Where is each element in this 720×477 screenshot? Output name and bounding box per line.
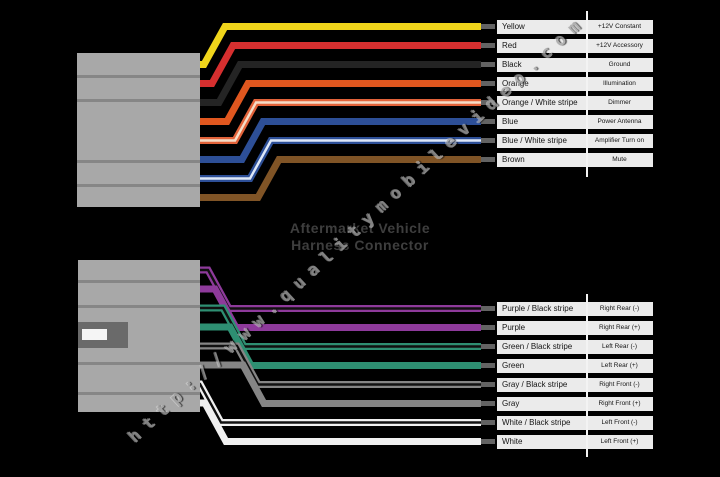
- wire-brown: [197, 156, 481, 201]
- wire-tip-brown: [481, 157, 495, 162]
- connector-slot-line: [77, 99, 200, 102]
- wire-label-row-orange-white-stripe: Orange / White stripe Dimmer: [497, 96, 653, 110]
- wire-tip-blue: [481, 119, 495, 124]
- wire-red: [197, 42, 481, 87]
- wire-tip-red: [481, 43, 495, 48]
- wire-tip-white: [481, 439, 495, 444]
- wire-label-row-gray: Gray Right Front (+): [497, 397, 653, 411]
- wire-function-label: Power Antenna: [597, 118, 642, 125]
- wire-tip-orange-white-stripe: [481, 100, 495, 105]
- wire-tip-green-black-stripe: [481, 344, 495, 349]
- connector-slot-line: [77, 160, 200, 163]
- connector-slot-line: [78, 280, 200, 283]
- wire-function-label: Right Rear (-): [599, 305, 640, 312]
- wire-color-label: Brown: [502, 155, 525, 164]
- wire-label-row-purple: Purple Right Rear (+): [497, 321, 653, 335]
- title-line-1: Aftermarket Vehicle: [289, 220, 431, 236]
- wire-color-label: Blue: [502, 117, 519, 126]
- wire-black: [197, 61, 481, 106]
- wire-label-row-purple-black-stripe: Purple / Black stripe Right Rear (-): [497, 302, 653, 316]
- wire-function-label: Left Front (+): [600, 438, 639, 445]
- wire-color-label: Purple: [502, 323, 526, 332]
- wire-blue: [197, 118, 481, 163]
- wire-function-label: Left Rear (+): [601, 362, 638, 369]
- connector-slot-line: [77, 75, 200, 78]
- wire-tip-orange: [481, 81, 495, 86]
- wire-function-label: Amplifier Turn on: [594, 137, 645, 144]
- wire-tip-yellow: [481, 24, 495, 29]
- connector-slot-line: [78, 305, 200, 308]
- wire-white: [197, 399, 481, 445]
- wire-tip-blue-white-stripe: [481, 138, 495, 143]
- wire-yellow: [197, 23, 481, 68]
- bottom-connector-block: [78, 260, 200, 412]
- wire-label-row-yellow: Yellow +12V Constant: [497, 20, 653, 34]
- wire-color-label: Purple / Black stripe: [502, 304, 574, 313]
- wire-stripe-orange-white-stripe: [197, 101, 481, 142]
- wire-color-label: Orange / White stripe: [502, 98, 578, 107]
- wire-function-label: Right Front (-): [599, 381, 640, 388]
- wire-label-row-black: Black Ground: [497, 58, 653, 72]
- wire-stripe-gray-black-stripe: [197, 344, 481, 386]
- wire-function-label: Left Front (-): [601, 419, 638, 426]
- wire-function-label: Ground: [608, 61, 631, 68]
- wire-color-label: White: [502, 437, 523, 446]
- wire-tip-purple-black-stripe: [481, 306, 495, 311]
- connector-latch: [78, 322, 128, 348]
- wire-color-label: Gray / Black stripe: [502, 380, 568, 389]
- wire-function-label: +12V Accessory: [596, 42, 643, 49]
- wire-function-label: Right Rear (+): [599, 324, 640, 331]
- wire-label-row-orange: Orange Illumination: [497, 77, 653, 91]
- wire-function-label: Mute: [612, 156, 627, 163]
- wire-label-row-blue: Blue Power Antenna: [497, 115, 653, 129]
- wire-color-label: Gray: [502, 399, 520, 408]
- wire-stripe-purple-black-stripe: [197, 268, 481, 310]
- wire-function-label: Left Rear (-): [601, 343, 638, 350]
- wire-label-row-white: White Left Front (+): [497, 435, 653, 449]
- wire-tip-gray: [481, 401, 495, 406]
- wire-color-label: Black: [502, 60, 522, 69]
- wire-label-row-green-black-stripe: Green / Black stripe Left Rear (-): [497, 340, 653, 354]
- wire-tip-white-black-stripe: [481, 420, 495, 425]
- wire-tip-green: [481, 363, 495, 368]
- wire-label-row-gray-black-stripe: Gray / Black stripe Right Front (-): [497, 378, 653, 392]
- wire-color-label: Red: [502, 41, 517, 50]
- wire-function-label: +12V Constant: [597, 23, 642, 30]
- wire-tip-black: [481, 62, 495, 67]
- title-line-2: Harness Connector: [291, 237, 429, 253]
- wire-label-row-green: Green Left Rear (+): [497, 359, 653, 373]
- wire-orange: [197, 80, 481, 125]
- connector-slot-line: [77, 184, 200, 187]
- wire-color-label: Green: [502, 361, 525, 370]
- wire-tip-purple: [481, 325, 495, 330]
- wire-function-label: Dimmer: [608, 99, 631, 106]
- wire-label-row-red: Red +12V Accessory: [497, 39, 653, 53]
- wire-color-label: Blue / White stripe: [502, 136, 567, 145]
- wire-color-label: Green / Black stripe: [502, 342, 573, 351]
- connector-slot-line: [78, 362, 200, 365]
- labels-divider-line-bottom: [585, 294, 588, 457]
- connector-latch-clip: [82, 329, 107, 340]
- diagram-title: Aftermarket Vehicle Harness Connector: [0, 220, 720, 254]
- wire-gray: [197, 361, 481, 407]
- wire-purple-black-stripe: [197, 266, 481, 312]
- wire-color-label: Orange: [502, 79, 529, 88]
- top-connector-block: [77, 53, 200, 207]
- labels-divider-line-top: [585, 11, 588, 177]
- wire-color-label: White / Black stripe: [502, 418, 571, 427]
- wire-label-row-brown: Brown Mute: [497, 153, 653, 167]
- connector-slot-line: [78, 392, 200, 395]
- wire-tip-gray-black-stripe: [481, 382, 495, 387]
- wire-color-label: Yellow: [502, 22, 525, 31]
- wire-stripe-blue-white-stripe: [197, 139, 481, 180]
- wire-label-row-white-black-stripe: White / Black stripe Left Front (-): [497, 416, 653, 430]
- wire-label-row-blue-white-stripe: Blue / White stripe Amplifier Turn on: [497, 134, 653, 148]
- wire-function-label: Right Front (+): [598, 400, 641, 407]
- wire-function-label: Illumination: [603, 80, 636, 87]
